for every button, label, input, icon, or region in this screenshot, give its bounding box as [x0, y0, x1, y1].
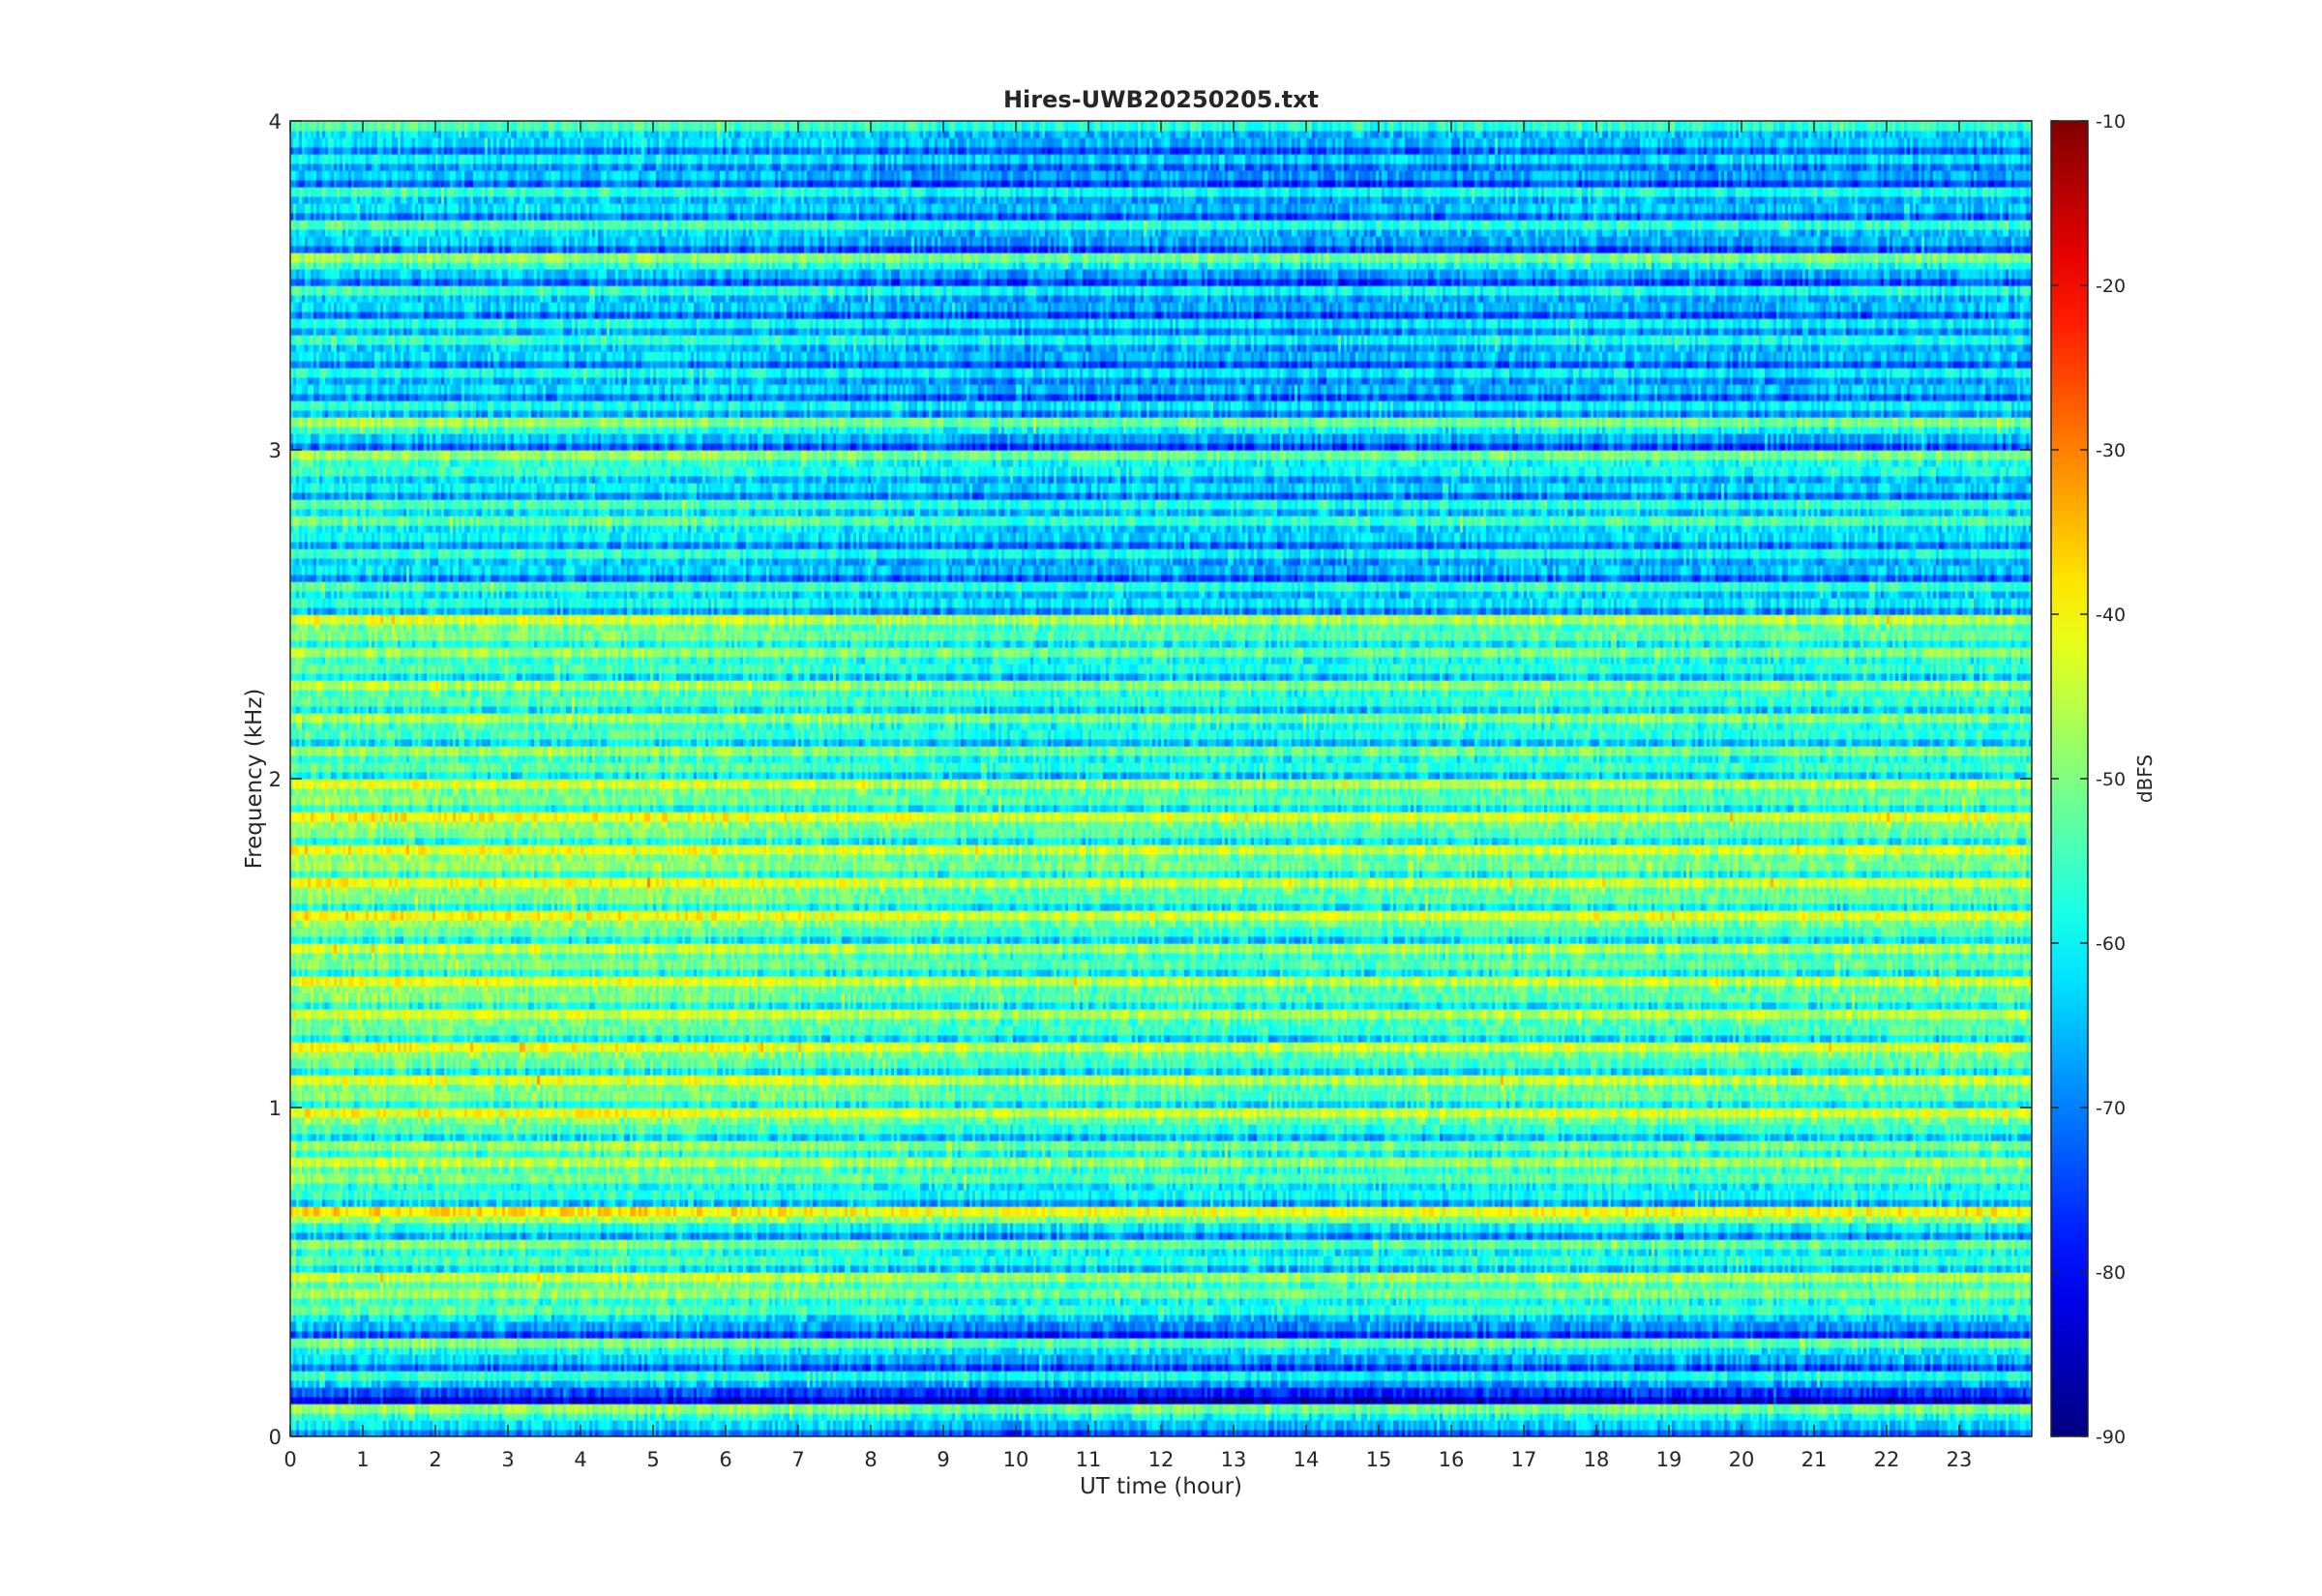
y-axis-label: Frequency (kHz) — [242, 689, 267, 870]
x-tick-label: 21 — [1801, 1448, 1828, 1471]
x-tick-label: 6 — [719, 1448, 731, 1471]
y-tick-label: 3 — [269, 439, 282, 462]
colorbar-tick-label: -10 — [2096, 111, 2126, 133]
x-tick-label: 20 — [1729, 1448, 1755, 1471]
colorbar: -90 -80 -70 -60 -50 -40 -30 -20 -10 — [2050, 111, 2126, 1448]
colorbar-tick-label: -50 — [2096, 769, 2126, 790]
x-axis: 0 1 2 3 4 5 6 7 8 9 10 11 12 13 14 15 16 17 18 19 20 21 22 23 — [283, 121, 1972, 1471]
x-tick-label: 17 — [1511, 1448, 1537, 1471]
y-axis: 0 1 2 3 4 — [269, 110, 2032, 1449]
x-tick-label: 19 — [1656, 1448, 1682, 1471]
x-tick-label: 10 — [1003, 1448, 1029, 1471]
colorbar-tick-label: -70 — [2096, 1098, 2126, 1119]
colorbar-tick-label: -90 — [2096, 1427, 2126, 1448]
x-tick-label: 4 — [574, 1448, 586, 1471]
x-tick-label: 15 — [1366, 1448, 1392, 1471]
x-tick-label: 16 — [1439, 1448, 1465, 1471]
colorbar-tick-label: -80 — [2096, 1262, 2126, 1284]
x-tick-label: 22 — [1874, 1448, 1900, 1471]
x-tick-label: 1 — [356, 1448, 369, 1471]
y-tick-label: 0 — [269, 1426, 282, 1449]
chart-title: Hires-UWB20250205.txt — [1003, 86, 1319, 113]
x-tick-label: 7 — [791, 1448, 804, 1471]
heatmap-image — [290, 121, 2032, 1436]
y-tick-label: 2 — [269, 768, 282, 791]
colorbar-label: dBFS — [2133, 754, 2157, 803]
x-tick-label: 0 — [283, 1448, 296, 1471]
colorbar-tick-label: -40 — [2096, 605, 2126, 626]
x-tick-label: 23 — [1947, 1448, 1973, 1471]
x-tick-label: 12 — [1148, 1448, 1175, 1471]
x-tick-label: 5 — [646, 1448, 659, 1471]
x-tick-label: 11 — [1076, 1448, 1102, 1471]
spectrogram-heatmap — [290, 121, 2032, 1436]
colorbar-tick-label: -30 — [2096, 440, 2126, 461]
x-tick-label: 14 — [1294, 1448, 1320, 1471]
x-tick-label: 8 — [864, 1448, 877, 1471]
y-tick-label: 4 — [269, 110, 282, 133]
y-tick-label: 1 — [269, 1097, 282, 1120]
colorbar-tick-label: -20 — [2096, 276, 2126, 297]
x-tick-label: 9 — [937, 1448, 949, 1471]
colorbar-tick-label: -60 — [2096, 933, 2126, 955]
x-axis-label: UT time (hour) — [1080, 1474, 1242, 1499]
x-tick-label: 13 — [1221, 1448, 1247, 1471]
x-tick-label: 18 — [1584, 1448, 1610, 1471]
x-tick-label: 3 — [501, 1448, 514, 1471]
x-tick-label: 2 — [429, 1448, 441, 1471]
